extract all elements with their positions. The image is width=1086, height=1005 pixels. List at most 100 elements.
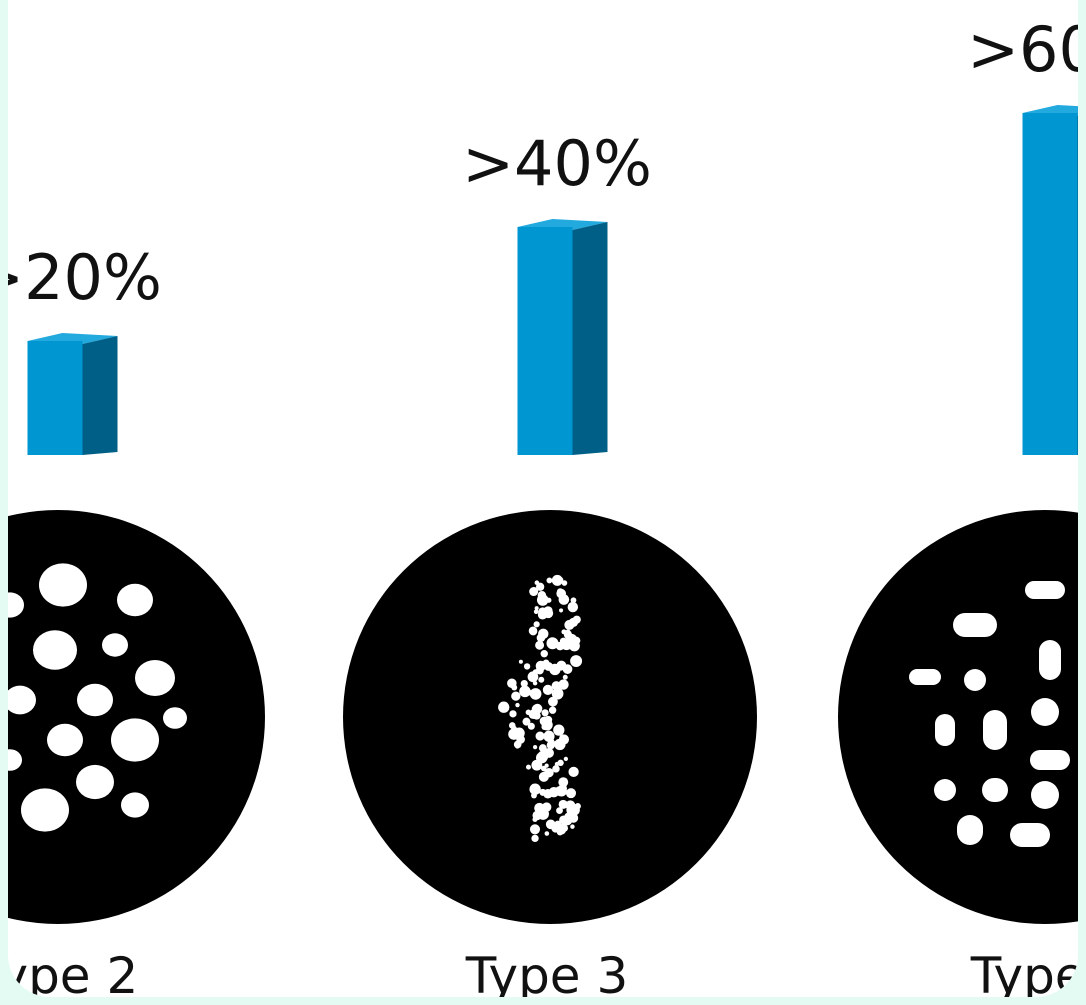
pore bbox=[529, 783, 541, 795]
pore bbox=[536, 594, 549, 606]
pore bbox=[532, 703, 543, 714]
pore bbox=[541, 723, 548, 731]
pore bbox=[77, 683, 113, 717]
pore bbox=[574, 803, 581, 810]
pore bbox=[548, 696, 558, 707]
pore bbox=[529, 688, 542, 700]
pore bbox=[543, 730, 555, 742]
pore bbox=[515, 702, 520, 708]
bar-3d bbox=[517, 219, 608, 455]
pore bbox=[519, 685, 531, 698]
pore bbox=[538, 628, 549, 640]
pore bbox=[520, 679, 528, 688]
pore bbox=[564, 629, 571, 636]
pore bbox=[1039, 640, 1061, 680]
pore bbox=[964, 669, 986, 691]
pore bbox=[538, 676, 545, 683]
pore bbox=[531, 834, 539, 843]
pore bbox=[541, 802, 552, 812]
pore bbox=[516, 735, 525, 744]
pore bbox=[538, 744, 547, 753]
pore bbox=[568, 617, 579, 628]
bar bbox=[517, 227, 573, 455]
pore bbox=[535, 640, 545, 650]
icon-circle bbox=[8, 510, 265, 924]
pore bbox=[557, 759, 564, 767]
pore bbox=[1030, 750, 1070, 770]
pore bbox=[570, 824, 575, 829]
pore bbox=[532, 810, 542, 821]
pore bbox=[121, 792, 149, 818]
pore bbox=[531, 792, 537, 799]
pore bbox=[556, 588, 564, 595]
pore bbox=[570, 597, 577, 604]
pore bbox=[507, 678, 517, 689]
pore bbox=[509, 733, 515, 738]
pore bbox=[529, 587, 539, 597]
pore bbox=[553, 740, 560, 747]
pore bbox=[535, 582, 545, 591]
pore bbox=[523, 663, 531, 670]
x-tick-label: Type 3 bbox=[465, 947, 629, 1005]
pore bbox=[33, 630, 77, 670]
pore bbox=[558, 777, 569, 788]
pore bbox=[536, 804, 543, 812]
pore bbox=[528, 626, 538, 636]
pore bbox=[558, 799, 568, 809]
pore bbox=[511, 725, 517, 732]
pore bbox=[538, 771, 549, 782]
pore bbox=[957, 815, 983, 845]
pore bbox=[540, 765, 547, 772]
pore bbox=[565, 788, 577, 799]
pore bbox=[555, 641, 565, 651]
value-label: >60% bbox=[967, 13, 1086, 86]
pore bbox=[527, 722, 535, 730]
pore bbox=[531, 759, 543, 771]
pore bbox=[935, 714, 955, 746]
pore bbox=[546, 637, 559, 650]
pore bbox=[556, 807, 563, 815]
pore bbox=[533, 621, 540, 628]
card bbox=[8, 0, 1078, 997]
pore bbox=[569, 813, 575, 819]
pore bbox=[543, 606, 553, 616]
pore bbox=[562, 674, 568, 680]
pore bbox=[562, 664, 573, 674]
pore bbox=[559, 608, 564, 613]
bar-3d bbox=[27, 333, 118, 455]
pore bbox=[8, 685, 36, 715]
bar-side bbox=[572, 222, 608, 455]
pore bbox=[567, 601, 579, 613]
pore bbox=[934, 779, 956, 801]
bar-side bbox=[82, 336, 118, 455]
pore bbox=[548, 706, 557, 714]
pore bbox=[1031, 781, 1059, 809]
pore bbox=[515, 744, 520, 749]
pore bbox=[553, 690, 563, 700]
value-label: >40% bbox=[462, 127, 652, 200]
pore bbox=[553, 724, 565, 736]
pore bbox=[983, 710, 1007, 750]
pore bbox=[529, 824, 541, 835]
pore bbox=[544, 715, 553, 725]
pore bbox=[568, 802, 575, 808]
pore bbox=[570, 655, 583, 668]
value-label: >20% bbox=[0, 241, 162, 314]
pore bbox=[532, 745, 538, 750]
pore bbox=[47, 723, 83, 757]
pore bbox=[563, 756, 569, 761]
pore bbox=[541, 709, 549, 717]
pore bbox=[535, 731, 545, 741]
pore bbox=[8, 592, 24, 618]
pore bbox=[558, 734, 570, 745]
pore bbox=[556, 785, 567, 797]
pore bbox=[558, 594, 570, 605]
pore bbox=[909, 669, 941, 685]
pore bbox=[111, 718, 159, 762]
pore bbox=[534, 606, 539, 611]
plot: >20% Type 2 >40% Type 3 >60% Type 4 bbox=[0, 13, 1086, 1005]
pore bbox=[21, 788, 69, 832]
pore bbox=[561, 580, 568, 586]
pore bbox=[953, 613, 997, 637]
